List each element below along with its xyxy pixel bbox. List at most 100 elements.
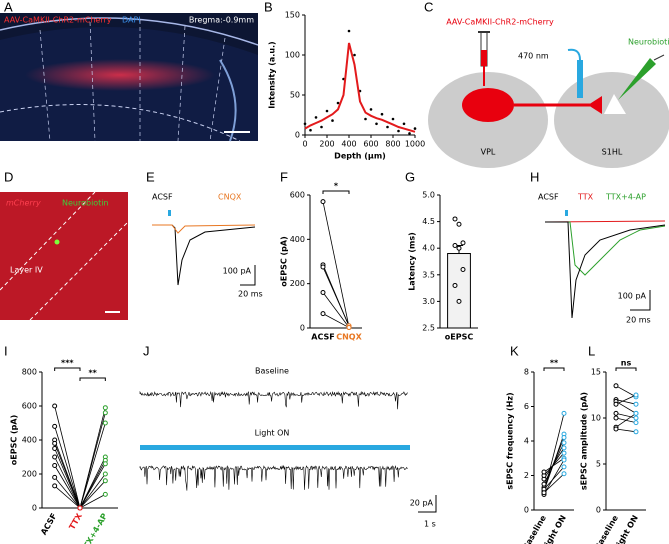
data-point bbox=[52, 423, 58, 429]
data-point bbox=[633, 429, 639, 435]
scale-label: 20 ms bbox=[238, 290, 263, 299]
panel-label: L bbox=[588, 343, 595, 358]
data-point bbox=[633, 401, 639, 407]
y-axis-label: Latency (ms) bbox=[408, 232, 417, 291]
pair-line bbox=[543, 457, 565, 473]
data-point bbox=[320, 264, 326, 270]
pair-line bbox=[322, 201, 350, 327]
data-point bbox=[561, 464, 567, 470]
data-point bbox=[460, 266, 466, 272]
diagram-label: VPL bbox=[481, 148, 496, 157]
pair-line bbox=[543, 452, 565, 476]
data-point bbox=[320, 311, 326, 317]
y-tick-label: 600 bbox=[22, 402, 37, 411]
y-tick-label: 200 bbox=[22, 470, 37, 479]
y-tick-label: 2.5 bbox=[422, 324, 435, 333]
pair-line bbox=[615, 401, 637, 414]
pair-line bbox=[543, 459, 565, 495]
sig-bracket bbox=[543, 367, 565, 371]
data-point bbox=[336, 101, 340, 105]
panel-label: G bbox=[405, 169, 415, 184]
panel-label: F bbox=[280, 169, 288, 184]
image-label: Layer IV bbox=[10, 266, 43, 275]
data-point bbox=[347, 29, 351, 33]
data-point bbox=[391, 117, 395, 121]
pair-line bbox=[79, 473, 106, 509]
sig-label: ** bbox=[88, 369, 97, 378]
data-point bbox=[102, 471, 108, 477]
pair-line bbox=[543, 473, 565, 494]
sig-bracket bbox=[79, 377, 106, 381]
pair-line bbox=[543, 466, 565, 490]
pair-line bbox=[79, 463, 106, 509]
data-point bbox=[320, 290, 326, 296]
traces-e: ACSF CNQX 100 pA 20 ms bbox=[152, 193, 263, 299]
x-tick-label: 800 bbox=[385, 140, 400, 149]
data-point bbox=[52, 446, 58, 451]
data-point bbox=[456, 245, 462, 251]
data-point bbox=[613, 415, 619, 421]
x-tick-label: oEPSC bbox=[445, 333, 474, 342]
image-label: Bregma:-0.9mm bbox=[189, 16, 254, 25]
data-point bbox=[456, 221, 462, 227]
panel-label: J bbox=[143, 343, 150, 358]
x-axis-label: Depth (μm) bbox=[334, 152, 386, 161]
image-label: mCherry bbox=[6, 199, 41, 208]
panel-label: E bbox=[146, 169, 155, 184]
data-point bbox=[561, 457, 567, 463]
scale-label: 20 ms bbox=[626, 316, 651, 325]
trace-label: Light ON bbox=[255, 429, 290, 438]
pair-line bbox=[322, 313, 350, 328]
data-point bbox=[102, 461, 108, 467]
data-point bbox=[320, 199, 326, 205]
x-tick-label: ACSF bbox=[39, 512, 59, 537]
data-point bbox=[52, 463, 58, 468]
pair-line bbox=[54, 485, 81, 509]
pair-line bbox=[615, 428, 637, 433]
pair-line bbox=[615, 413, 637, 419]
panel-label: K bbox=[510, 343, 519, 358]
y-axis-label: oEPSC (pA) bbox=[280, 236, 289, 286]
y-tick-label: 2 bbox=[524, 471, 529, 480]
data-point bbox=[633, 420, 639, 426]
y-tick-label: 0 bbox=[32, 504, 37, 513]
x-tick-label: 1000 bbox=[405, 140, 425, 149]
data-point bbox=[452, 282, 458, 288]
data-point bbox=[413, 127, 417, 130]
axis bbox=[304, 15, 415, 136]
data-point bbox=[613, 383, 619, 389]
panel-label: I bbox=[4, 343, 8, 358]
x-tick-label: 200 bbox=[319, 140, 334, 149]
pair-line bbox=[615, 385, 637, 398]
y-tick-label: 4 bbox=[524, 437, 529, 446]
pair-line bbox=[54, 477, 81, 509]
data-point bbox=[102, 478, 108, 484]
data-point bbox=[102, 491, 108, 497]
data-point bbox=[633, 415, 639, 421]
x-tick-label: Baseline bbox=[593, 513, 620, 544]
panel-label: H bbox=[530, 169, 539, 184]
traces-h: ACSF TTX TTX+4-AP 100 pA 20 ms bbox=[538, 193, 666, 325]
y-tick-label: 0 bbox=[596, 506, 601, 515]
data-point bbox=[397, 129, 400, 133]
y-tick-label: 100 bbox=[285, 51, 300, 60]
pair-line bbox=[79, 480, 106, 509]
data-point bbox=[561, 410, 567, 416]
image-label: DAPI bbox=[122, 16, 141, 25]
data-point bbox=[613, 410, 619, 416]
sig-label: ** bbox=[550, 359, 559, 368]
y-axis-label: sEPSC frequency (Hz) bbox=[506, 392, 515, 489]
y-tick-label: 0 bbox=[524, 506, 529, 515]
y-tick-label: 4.0 bbox=[422, 244, 435, 253]
data-point bbox=[380, 112, 384, 116]
data-point bbox=[460, 240, 466, 246]
data-point bbox=[613, 401, 619, 407]
y-axis-label: sEPSC amplitude (pA) bbox=[580, 392, 589, 490]
diagram-c: AAV-CaMKII-ChR2-mCherry 470 nm Neurobiot… bbox=[428, 18, 669, 168]
data-point bbox=[456, 298, 462, 304]
data-point bbox=[452, 216, 458, 222]
pair-line bbox=[54, 448, 81, 509]
axis bbox=[605, 372, 646, 511]
legend-label: TTX bbox=[577, 193, 594, 202]
